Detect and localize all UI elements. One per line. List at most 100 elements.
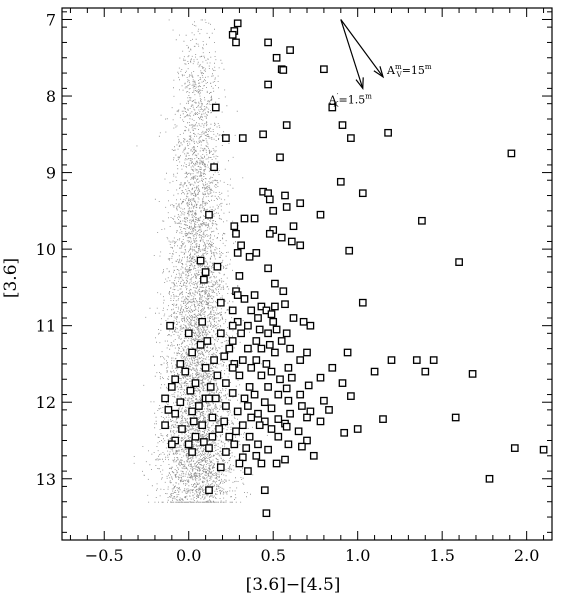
yso-square-marker [244, 467, 252, 475]
yso-square-marker [255, 421, 264, 430]
yso-square-marker [210, 163, 218, 172]
yso-square-marker [294, 427, 303, 436]
yso-square-marker [343, 348, 352, 357]
y-tick-label: 8 [46, 87, 56, 106]
yso-square-marker [247, 363, 256, 372]
yso-square-marker [353, 425, 362, 433]
yso-square-marker [267, 310, 276, 319]
yso-square-marker [282, 384, 291, 393]
yso-square-marker [196, 256, 205, 265]
yso-square-marker [303, 436, 311, 445]
y-tick-label: 7 [46, 10, 56, 29]
yso-square-marker [347, 134, 355, 142]
yso-square-marker [250, 214, 259, 223]
y-tick-label: 9 [46, 164, 56, 183]
yso-square-marker [257, 302, 266, 311]
yso-square-marker [384, 128, 392, 137]
yso-square-marker [272, 325, 281, 334]
yso-square-marker [370, 367, 379, 376]
yso-square-marker [264, 383, 272, 391]
yso-square-marker [235, 459, 244, 468]
yso-square-marker [309, 451, 318, 460]
yso-square-marker [220, 417, 229, 426]
yso-square-marker [247, 306, 256, 315]
yso-square-marker [277, 233, 286, 242]
yso-square-marker [167, 383, 176, 391]
extinction-vectors: Am V=15m A′ K=1.5m [328, 19, 432, 108]
yso-square-marker [276, 153, 284, 162]
yso-square-marker [539, 445, 548, 454]
yso-square-marker [274, 415, 283, 423]
yso-square-marker [238, 134, 247, 142]
yso-square-marker [296, 390, 305, 399]
yso-square-marker [264, 329, 272, 338]
yso-square-marker [228, 321, 237, 330]
yso-square-marker [237, 241, 245, 250]
yso-square-marker [205, 486, 213, 495]
yso-square-marker [233, 249, 242, 257]
yso-square-marker [222, 134, 230, 142]
yso-square-marker [188, 448, 196, 456]
yso-square-marker [188, 348, 196, 357]
yso-square-marker [296, 199, 305, 208]
yso-square-marker [328, 103, 337, 112]
yso-square-marker [284, 440, 293, 449]
yso-square-marker [230, 222, 239, 231]
yso-square-marker [164, 406, 173, 414]
yso-square-marker [259, 130, 267, 139]
yso-square-marker [289, 314, 298, 322]
yso-square-marker [195, 402, 203, 410]
yso-square-marker [267, 425, 276, 433]
yso-square-marker [279, 287, 288, 296]
yso-square-marker [205, 394, 213, 403]
extinction-arrow-head [373, 66, 385, 79]
yso-square-marker [232, 229, 240, 238]
axes: −0.5 0.0 0.5 1.0 1.5 2.0 7 8 9 10 11 12 13 [3.6]−[4.5… [1, 8, 552, 595]
yso-square-marker [188, 407, 196, 416]
yso-square-marker [264, 445, 272, 454]
yso-square-marker [232, 427, 240, 436]
yso-square-marker [215, 425, 223, 433]
yso-square-marker [228, 337, 237, 345]
yso-square-marker [198, 421, 207, 430]
y-tick-label: 11 [36, 317, 56, 336]
yso-square-marker [222, 448, 230, 456]
extinction-arrow-shaft [340, 19, 364, 89]
yso-square-marker [304, 381, 313, 390]
yso-square-marker [316, 373, 325, 382]
yso-square-marker [222, 379, 230, 387]
yso-square-marker [262, 360, 271, 368]
yso-square-marker [255, 325, 264, 334]
yso-square-marker [287, 237, 296, 246]
yso-square-marker [222, 402, 230, 410]
extinction-arrow-head [355, 77, 364, 91]
yso-square-marker [345, 246, 354, 255]
x-tick-label: 0.0 [176, 546, 201, 565]
yso-square-marker [468, 370, 477, 378]
yso-square-marker [418, 216, 426, 225]
yso-square-marker [186, 386, 195, 395]
yso-square-marker [269, 317, 278, 326]
yso-square-marker [178, 425, 186, 433]
yso-square-marker [320, 396, 328, 405]
yso-square-marker [238, 453, 247, 462]
yso-square-marker [272, 53, 281, 62]
yso-square-marker [320, 65, 328, 74]
yso-square-marker [316, 417, 325, 426]
yso-square-marker [233, 19, 242, 28]
yso-square-marker [358, 189, 367, 198]
yso-square-marker [338, 379, 347, 387]
yso-square-marker [230, 440, 239, 449]
x-tick-label: 0.5 [260, 546, 285, 565]
x-tick-label: −0.5 [85, 546, 124, 565]
yso-square-marker [240, 214, 249, 223]
yso-square-marker [208, 413, 217, 422]
yso-square-marker [203, 337, 212, 345]
yso-square-marker [171, 409, 180, 418]
yso-square-marker [211, 103, 220, 112]
yso-square-marker [264, 80, 272, 89]
yso-square-marker [254, 409, 262, 418]
yso-square-marker [211, 394, 220, 403]
yso-square-marker [265, 195, 274, 204]
